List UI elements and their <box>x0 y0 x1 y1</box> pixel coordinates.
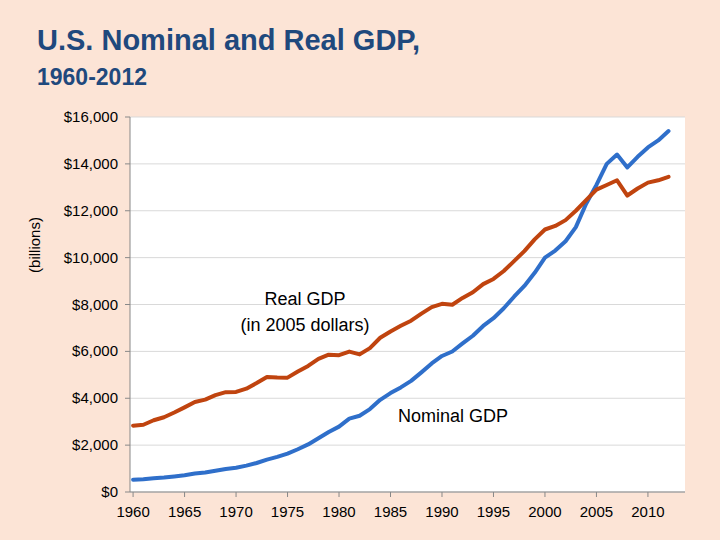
series-group <box>133 131 668 480</box>
x-tick <box>596 492 597 497</box>
y-tick <box>125 304 130 305</box>
x-tick <box>493 492 494 497</box>
x-tick <box>647 492 648 497</box>
x-tick <box>390 492 391 497</box>
grid-line <box>130 257 685 258</box>
x-tick <box>133 492 134 497</box>
y-axis <box>130 117 131 492</box>
x-tick <box>184 492 185 497</box>
series-label: Nominal GDP <box>398 406 508 426</box>
x-tick-label: 1965 <box>168 503 201 520</box>
x-tick-label: 1995 <box>477 503 510 520</box>
y-tick <box>125 210 130 211</box>
x-tick-label: 1960 <box>116 503 149 520</box>
y-tick <box>125 445 130 446</box>
x-tick-label: 1990 <box>425 503 458 520</box>
x-tick <box>544 492 545 497</box>
annotation: (in 2005 dollars) <box>240 315 369 335</box>
chart: U.S. Nominal and Real GDP, 1960-2012 $0 $2,… <box>0 0 720 540</box>
grid-line <box>130 492 685 493</box>
series-line <box>133 177 668 426</box>
grid-line <box>130 210 685 211</box>
y-tick-label: $4,000 <box>72 389 118 406</box>
plot-area <box>130 117 685 492</box>
x-tick-label: 1970 <box>219 503 252 520</box>
y-tick-label: $0 <box>101 483 118 500</box>
x-tick <box>236 492 237 497</box>
grid-line <box>130 351 685 352</box>
subtitle: 1960-2012 <box>37 64 147 90</box>
x-tick-label: 1975 <box>271 503 304 520</box>
background <box>0 0 720 540</box>
x-axis <box>130 492 685 493</box>
grid-line <box>130 445 685 446</box>
grid-line <box>130 117 685 118</box>
y-tick-label: $16,000 <box>64 108 118 125</box>
x-tick-label: 1985 <box>374 503 407 520</box>
y-tick <box>125 163 130 164</box>
grid-line <box>130 163 685 164</box>
series-line <box>133 131 668 480</box>
y-tick <box>125 398 130 399</box>
series-label: Real GDP <box>264 289 345 309</box>
grid-line <box>130 304 685 305</box>
x-tick-label: 2010 <box>631 503 664 520</box>
title: U.S. Nominal and Real GDP, <box>37 24 420 56</box>
y-axis-label: (billions) <box>26 217 43 273</box>
y-tick-label: $8,000 <box>72 296 118 313</box>
y-tick <box>125 351 130 352</box>
y-tick-label: $14,000 <box>64 155 118 172</box>
x-tick <box>441 492 442 497</box>
x-tick <box>339 492 340 497</box>
y-tick-label: $2,000 <box>72 436 118 453</box>
y-tick-label: $6,000 <box>72 342 118 359</box>
y-tick <box>125 492 130 493</box>
y-tick-label: $12,000 <box>64 202 118 219</box>
y-tick <box>125 117 130 118</box>
x-tick-label: 2000 <box>528 503 561 520</box>
y-tick-label: $10,000 <box>64 249 118 266</box>
x-tick-label: 2005 <box>580 503 613 520</box>
y-tick <box>125 257 130 258</box>
x-tick-label: 1980 <box>322 503 355 520</box>
x-tick <box>287 492 288 497</box>
